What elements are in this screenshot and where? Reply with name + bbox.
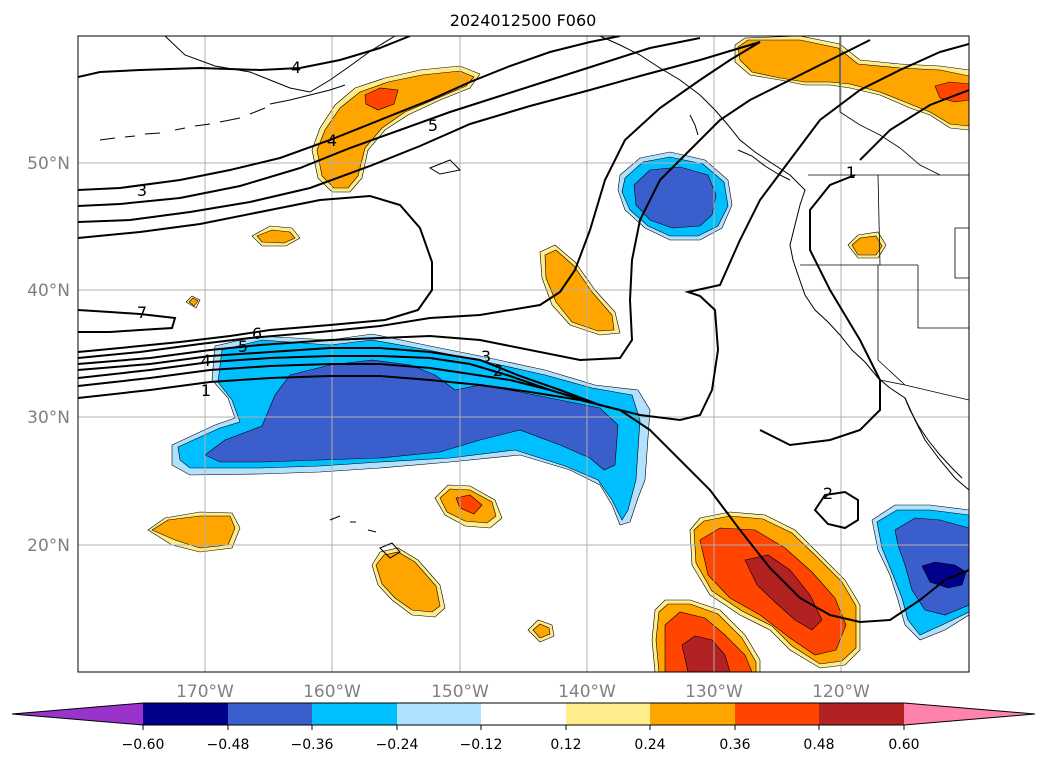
contour-label: 1: [201, 381, 211, 400]
political-borders: [800, 36, 969, 401]
alaska-canada-border: [839, 36, 861, 126]
colorbar-tick-label: −0.36: [291, 737, 334, 753]
lon-label: 120°W: [812, 682, 870, 702]
colorbar-tick-label: 0.48: [803, 737, 834, 753]
lon-label: 160°W: [303, 682, 361, 702]
contour-label: 3: [137, 181, 147, 200]
contour-2-east: [813, 490, 859, 530]
contour-label: 3: [481, 347, 491, 366]
colorbar-tick-label: −0.48: [207, 737, 250, 753]
contour-1-east: [759, 174, 881, 447]
colorbar-tick-label: 0.12: [550, 737, 581, 753]
colorbar-segment: [312, 703, 397, 725]
map-frame: [77, 35, 970, 673]
contour-5: [78, 41, 761, 223]
positive-anomaly-gulf-of-alaska: [734, 36, 969, 131]
contour-labels: 4 5 3 4 7 6 5 4 1 3 2 1 2: [137, 58, 856, 503]
contour-4-north: [78, 36, 411, 78]
hawaii-big-island: [379, 542, 401, 559]
colorbar-tick-label: 0.60: [888, 737, 919, 753]
lat-label: 50°N: [27, 154, 70, 174]
map-panel: 4 5 3 4 7 6 5 4 1 3 2 1 2: [78, 36, 969, 672]
colorbar-segment: [650, 703, 735, 725]
colorbar-extend-low: [12, 703, 143, 725]
lat-label: 40°N: [27, 281, 70, 301]
aleutian-islands: [99, 107, 266, 141]
colorbar-segment: [566, 703, 650, 725]
contour-label: 6: [252, 324, 262, 343]
lat-label: 20°N: [27, 536, 70, 556]
shaded-anomalies: [147, 36, 969, 672]
lon-label: 170°W: [176, 682, 234, 702]
positive-anomaly-aleutians: [311, 65, 481, 193]
contour-7: [78, 309, 177, 333]
lon-label: 140°W: [558, 682, 616, 702]
us-state-lines: [800, 174, 969, 386]
contour-3-north: [78, 36, 621, 191]
colorbar-tick-label: −0.24: [376, 737, 419, 753]
island-small: [428, 159, 462, 175]
colorbar-segment: [735, 703, 819, 725]
lon-axis: 170°W 160°W 150°W 140°W 130°W 120°W: [176, 682, 870, 702]
baja-peninsula: [904, 397, 963, 479]
graticule: [78, 36, 969, 672]
negative-anomaly-northeast-pacific: [617, 151, 733, 241]
colorbar-tick-label: 0.24: [634, 737, 665, 753]
hawaii-chain: [329, 515, 377, 533]
alaska-coast: [164, 36, 396, 93]
contour-2: [78, 363, 551, 391]
great-basin-box: [954, 227, 969, 279]
haida-gwaii: [689, 114, 699, 136]
contour-6b: [78, 41, 761, 359]
colorbar-segment: [819, 703, 904, 725]
alaska-peninsula: [269, 84, 346, 105]
colorbar-segment: [397, 703, 481, 725]
lat-label: 30°N: [27, 408, 70, 428]
contour-6: [78, 194, 433, 353]
contour-east-ridge: [859, 89, 969, 161]
contour-4-mid: [78, 37, 701, 207]
contour-4-south: [78, 43, 969, 422]
contour-label: 1: [846, 163, 856, 182]
contour-label: 4: [291, 58, 301, 77]
map-title: 2024012500 F060: [450, 11, 597, 30]
positive-anomaly-southeast: [651, 511, 861, 672]
colorbar-ticks: [142, 725, 905, 730]
us-mexico-border: [879, 379, 969, 401]
contour-label: 5: [238, 337, 248, 356]
contour-label: 7: [137, 303, 147, 322]
colorbar-tick-label: 0.36: [719, 737, 750, 753]
contour-label: 2: [823, 484, 833, 503]
north-american-coast: [599, 36, 969, 491]
negative-anomaly-southeast: [871, 504, 969, 641]
contour-label: 5: [428, 116, 438, 135]
contour-label: 4: [327, 131, 337, 150]
coastlines: [99, 36, 969, 559]
contour-3-south: [78, 355, 591, 403]
colorbar-extend-high: [904, 703, 1035, 725]
contour-label: 4: [201, 351, 211, 370]
contour-5b: [78, 39, 871, 365]
colorbar-tick-label: −0.60: [122, 737, 165, 753]
colorbar-segment: [481, 703, 566, 725]
vancouver-island: [737, 149, 791, 181]
colorbar-tick-label: −0.12: [460, 737, 503, 753]
canadian-province-lines: [859, 124, 941, 176]
lat-axis: 50°N 40°N 30°N 20°N: [27, 154, 70, 556]
lon-label: 130°W: [685, 682, 743, 702]
contour-1: [78, 375, 969, 624]
negative-anomaly-central-pacific: [171, 333, 651, 526]
colorbar-segment: [143, 703, 228, 725]
colorbar-segment: [228, 703, 312, 725]
positive-anomaly-small-cells: [147, 225, 887, 643]
colorbar: −0.60 −0.48 −0.36 −0.24 −0.12 0.12 0.24 …: [11, 702, 1036, 753]
height-contours: [78, 36, 969, 624]
contour-label: 2: [493, 361, 503, 380]
lon-label: 150°W: [431, 682, 489, 702]
